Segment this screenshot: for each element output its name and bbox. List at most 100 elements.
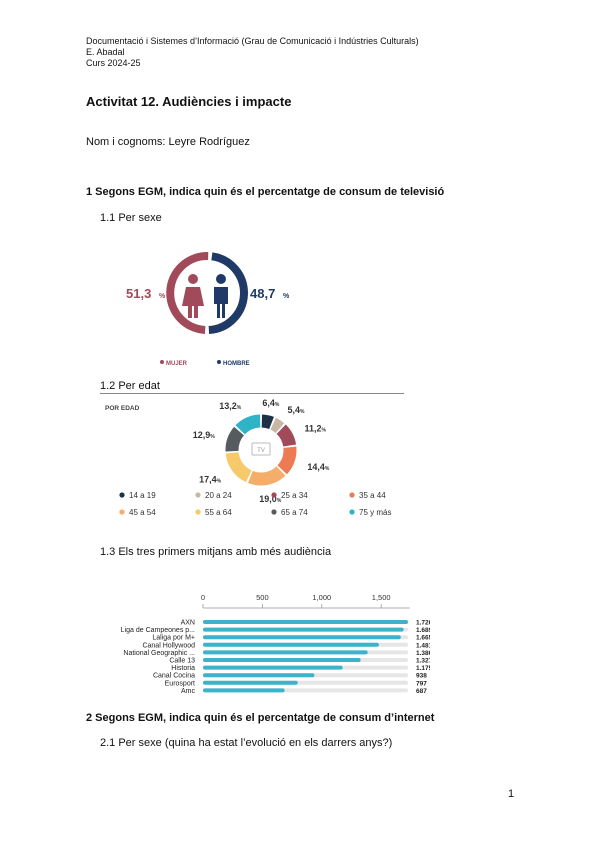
bar — [203, 620, 408, 624]
age-legend-dot — [119, 509, 125, 515]
age-value-unit: % — [210, 434, 215, 440]
legend-label-woman: MUJER — [166, 361, 188, 367]
man-unit: % — [283, 293, 290, 300]
woman-value: 51,3 — [126, 286, 151, 301]
age-legend-dot — [195, 509, 201, 515]
age-legend-dot — [271, 509, 277, 515]
bar-value-label: 1.386 — [416, 650, 430, 657]
bar-category-label: Historia — [171, 665, 195, 672]
legend-dot-woman — [160, 360, 164, 364]
bar — [203, 665, 343, 670]
divider-line — [100, 393, 404, 394]
age-slice-4 — [247, 466, 286, 486]
age-legend-label: 14 a 19 — [129, 491, 156, 500]
age-value-label: 17,4% — [199, 474, 222, 484]
age-legend-dot — [271, 492, 277, 498]
age-donut — [225, 414, 297, 486]
bar-axis-tick-label: 0 — [201, 593, 205, 602]
bar-value-label: 1.726 — [416, 620, 430, 627]
man-value: 48,7 — [250, 286, 275, 301]
age-value-unit: % — [275, 402, 280, 408]
bar — [203, 635, 401, 640]
bar-value-label: 1.481 — [416, 642, 430, 649]
header-year: Curs 2024-25 — [86, 58, 141, 68]
age-legend-dot — [349, 492, 355, 498]
subsection-2-1: 2.1 Per sexe (quina ha estat l’evolució … — [100, 737, 393, 749]
bar-category-label: AXN — [181, 620, 195, 627]
header-author: E. Abadal — [86, 47, 125, 57]
bar — [203, 688, 285, 693]
bar — [203, 658, 361, 662]
age-value-unit: % — [325, 466, 330, 472]
bar-axis-tick-label: 500 — [256, 593, 269, 602]
header-course: Documentació i Sistemes d’Informació (Gr… — [86, 36, 419, 46]
sex-slice-mujer — [166, 252, 209, 334]
age-slice-5 — [225, 451, 252, 483]
age-value-label: 13,2% — [219, 401, 242, 411]
age-value-unit: % — [237, 405, 242, 411]
sex-slice-hombre — [208, 252, 248, 334]
age-value-label: 12,9% — [193, 430, 216, 440]
age-slice-3 — [277, 446, 297, 475]
age-value-unit: % — [277, 498, 282, 504]
section-1-heading: 1 Segons EGM, indica quin és el percenta… — [86, 186, 445, 198]
subsection-1-3: 1.3 Els tres primers mitjans amb més aud… — [100, 546, 332, 558]
age-slice-0 — [261, 414, 274, 430]
age-slice-1 — [270, 417, 285, 434]
bar-category-label: Canal Hollywood — [142, 642, 195, 649]
tv-icon — [251, 442, 271, 456]
age-legend-label: 65 a 74 — [281, 508, 308, 517]
bar-value-label: 797 — [416, 680, 427, 687]
woman-unit: % — [159, 293, 166, 300]
age-value-label: 14,4% — [307, 462, 330, 472]
page-number: 1 — [508, 788, 515, 800]
age-value-unit: % — [322, 428, 327, 434]
man-icon — [214, 274, 228, 318]
student-name: Nom i cognoms: Leyre Rodríguez — [86, 136, 250, 148]
bar-value-label: 1.689 — [416, 627, 430, 634]
bar — [203, 627, 404, 632]
bar-category-label: National Geographic ... — [123, 650, 195, 657]
age-value-label: 6,4% — [262, 398, 280, 408]
bar-category-label: Amc — [181, 688, 196, 695]
age-legend-dot — [119, 492, 125, 498]
subsection-1-1: 1.1 Per sexe — [100, 212, 162, 224]
sex-chart: 51,3 % 48,7 % MUJER HOMBRE — [126, 252, 290, 367]
age-legend-label: 55 a 64 — [205, 508, 232, 517]
bar — [203, 680, 298, 685]
age-value-unit: % — [217, 478, 222, 484]
bar-value-label: 938 — [416, 673, 427, 680]
bar — [203, 673, 315, 678]
bar-category-label: Eurosport — [165, 680, 195, 687]
age-value-label: 11,2% — [305, 424, 327, 434]
bar-value-label: 1.327 — [416, 658, 430, 665]
bar-category-label: Canal Cocina — [153, 673, 195, 680]
age-legend-label: 20 a 24 — [205, 491, 232, 500]
bar-value-label: 1.665 — [416, 635, 430, 642]
age-chart-title: POR EDAD — [105, 405, 140, 412]
age-legend-label: 45 a 54 — [129, 508, 156, 517]
bar-axis-tick-label: 1,000 — [312, 593, 331, 602]
bar-value-label: 687 — [416, 688, 427, 695]
bar-axis-tick-label: 1,500 — [372, 593, 391, 602]
age-value-unit: % — [300, 409, 305, 415]
page-title: Activitat 12. Audiències i impacte — [86, 94, 292, 109]
bar-category-label: Liga de Campeones p... — [121, 627, 195, 634]
channels-bar-chart: 0 500 1,000 1,500 AXN 1.726 Liga de Campeones… — [121, 593, 430, 695]
age-legend-dot — [195, 492, 201, 498]
age-legend-label: 25 a 34 — [281, 491, 308, 500]
age-chart: POR EDAD TV 6,4% 5,4% 11,2% 14,4% 19,0% 17,4%… — [105, 398, 391, 517]
bar — [203, 650, 368, 655]
age-value-label: 19,0% — [259, 494, 282, 504]
age-slice-6 — [225, 426, 245, 452]
age-slice-7 — [235, 414, 261, 435]
bar-category-label: Laliga por M+ — [152, 635, 195, 642]
age-slice-2 — [276, 424, 297, 447]
sex-donut — [166, 252, 248, 334]
age-legend-dot — [349, 509, 355, 515]
age-legend-label: 75 y más — [359, 508, 391, 517]
bar-value-label: 1.175 — [416, 665, 430, 672]
bar — [203, 642, 379, 647]
section-2-heading: 2 Segons EGM, indica quin és el percenta… — [86, 712, 435, 724]
age-value-label: 5,4% — [288, 405, 306, 415]
